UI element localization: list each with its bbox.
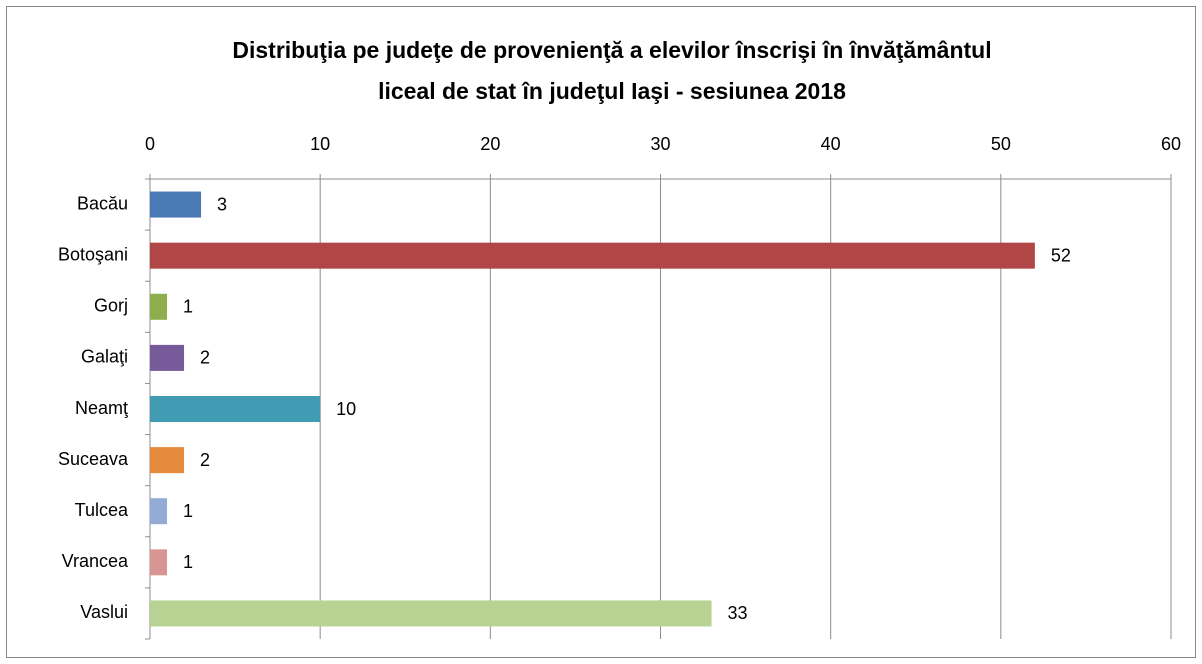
x-tick-label: 60 [1161,134,1181,154]
data-label: 3 [217,194,227,214]
data-label: 52 [1051,245,1071,265]
bar [150,344,185,371]
data-label: 1 [183,501,193,521]
data-label: 10 [336,399,356,419]
data-label: 2 [200,348,210,368]
chart-title: liceal de stat în judeţul Iaşi - sesiune… [378,78,846,104]
data-label: 1 [183,297,193,317]
bar [150,447,185,474]
bar [150,242,1035,269]
bar [150,293,168,320]
data-label: 33 [728,603,748,623]
bar [150,191,202,218]
bar [150,549,168,576]
x-tick-label: 0 [145,134,155,154]
y-tick-label: Neamţ [75,398,128,418]
x-tick-label: 10 [310,134,330,154]
y-tick-label: Tulcea [75,500,129,520]
x-tick-label: 30 [650,134,670,154]
y-tick-label: Gorj [94,296,128,316]
bar [150,498,168,525]
y-tick-label: Vrancea [62,551,129,571]
y-tick-label: Vaslui [80,602,128,622]
chart-border [6,6,1196,658]
y-tick-label: Botoşani [58,244,128,264]
data-label: 2 [200,450,210,470]
y-tick-label: Suceava [58,449,129,469]
data-label: 1 [183,552,193,572]
x-tick-label: 50 [991,134,1011,154]
bar [150,396,321,422]
y-tick-label: Galaţi [81,347,128,367]
bar [150,600,712,627]
chart-title: Distribuţia pe judeţe de provenienţă a e… [232,37,991,63]
x-tick-label: 20 [480,134,500,154]
x-tick-label: 40 [821,134,841,154]
y-tick-label: Bacău [77,193,128,213]
